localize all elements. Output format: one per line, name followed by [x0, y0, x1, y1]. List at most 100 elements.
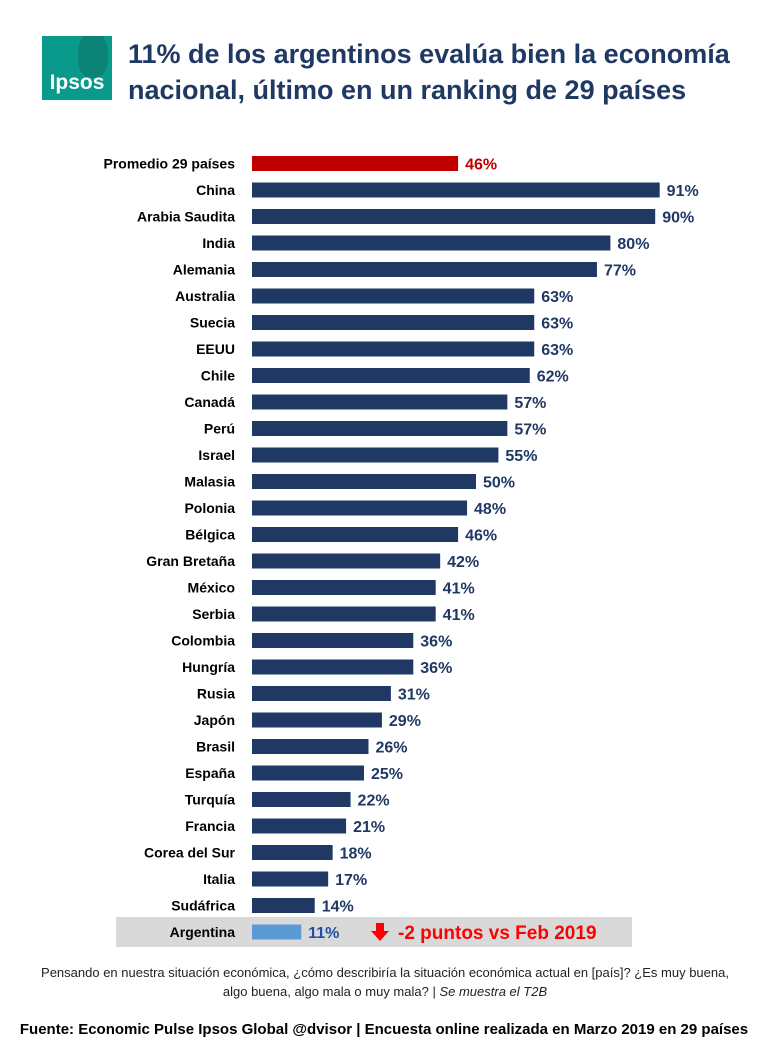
ipsos-logo: Ipsos: [42, 36, 112, 100]
category-label-corea-del-sur: Corea del Sur: [144, 845, 236, 861]
category-label-suecia: Suecia: [190, 315, 235, 331]
value-label-suecia: 63%: [541, 316, 573, 333]
value-label-promedio-29-paises: 46%: [465, 157, 497, 174]
category-label-arabia-saudita: Arabia Saudita: [137, 209, 235, 225]
bar-promedio-29-paises: [252, 156, 459, 171]
value-label-italia: 17%: [335, 872, 367, 889]
category-label-gran-bretana: Gran Bretaña: [146, 553, 235, 569]
bar-brasil: [252, 739, 369, 754]
category-label-israel: Israel: [198, 447, 235, 463]
bar-israel: [252, 447, 499, 463]
category-label-peru: Perú: [204, 421, 235, 437]
bar-polonia: [252, 500, 468, 516]
source-footer: Fuente: Economic Pulse Ipsos Global @dvi…: [19, 1021, 749, 1038]
bar-sudafrica: [252, 898, 315, 913]
bar-india: [252, 235, 611, 251]
value-label-turquia: 22%: [358, 793, 390, 810]
bar-mexico: [252, 580, 436, 595]
bar-italia: [252, 871, 329, 887]
chart-title: 11% de los argentinos evalúa bien la eco…: [128, 39, 730, 105]
survey-question-note: Pensando en nuestra situación económica,…: [40, 963, 730, 1001]
category-label-canada: Canadá: [184, 394, 235, 410]
category-label-serbia: Serbia: [192, 606, 235, 622]
value-label-belgica: 46%: [465, 528, 497, 545]
ranking-bar-chart: Promedio 29 países 46% China 91% Arabia Saud…: [103, 156, 699, 947]
category-label-turquia: Turquía: [185, 792, 236, 808]
value-label-sudafrica: 14%: [322, 899, 354, 916]
bar-japon: [252, 712, 382, 728]
value-label-arabia-saudita: 90%: [662, 210, 694, 227]
value-label-chile: 62%: [537, 369, 569, 386]
bar-suecia: [252, 315, 535, 330]
category-label-mexico: México: [188, 580, 235, 596]
bar-china: [252, 182, 660, 198]
value-label-canada: 57%: [514, 395, 546, 412]
value-label-japon: 29%: [389, 713, 421, 730]
survey-question-italic: Se muestra el T2B: [439, 984, 548, 999]
value-label-malasia: 50%: [483, 475, 515, 492]
category-label-belgica: Bélgica: [185, 527, 235, 543]
bar-francia: [252, 818, 347, 834]
value-label-argentina: 11%: [308, 925, 339, 942]
category-label-promedio-29-paises: Promedio 29 países: [103, 156, 235, 172]
category-label-argentina: Argentina: [170, 924, 236, 940]
bar-espana: [252, 765, 364, 781]
bar-chile: [252, 368, 530, 383]
logo-swoosh: [78, 36, 108, 78]
bar-rusia: [252, 686, 391, 701]
value-label-colombia: 36%: [420, 634, 452, 651]
category-label-malasia: Malasia: [184, 474, 235, 490]
value-label-mexico: 41%: [443, 581, 475, 598]
value-label-brasil: 26%: [375, 740, 407, 757]
category-label-italia: Italia: [203, 871, 235, 887]
bar-colombia: [252, 633, 414, 648]
category-label-chile: Chile: [201, 368, 235, 384]
value-label-gran-bretana: 42%: [447, 554, 479, 571]
category-label-india: India: [202, 235, 235, 251]
value-label-francia: 21%: [353, 819, 385, 836]
category-label-colombia: Colombia: [171, 633, 235, 649]
value-label-polonia: 48%: [474, 501, 506, 518]
category-label-sudafrica: Sudáfrica: [171, 898, 235, 914]
bar-corea-del-sur: [252, 845, 333, 860]
value-label-australia: 63%: [541, 289, 573, 306]
value-label-rusia: 31%: [398, 687, 430, 704]
value-label-eeuu: 63%: [541, 342, 573, 359]
bar-belgica: [252, 527, 459, 542]
value-label-corea-del-sur: 18%: [340, 846, 372, 863]
category-label-eeuu: EEUU: [196, 341, 235, 357]
category-label-brasil: Brasil: [196, 739, 235, 755]
bar-serbia: [252, 606, 436, 622]
bar-alemania: [252, 262, 597, 277]
value-label-india: 80%: [617, 236, 649, 253]
category-label-polonia: Polonia: [184, 500, 235, 516]
value-label-israel: 55%: [505, 448, 537, 465]
category-label-francia: Francia: [185, 818, 235, 834]
bar-arabia-saudita: [252, 209, 656, 224]
bar-turquia: [252, 792, 351, 807]
down-arrow-icon: [371, 923, 389, 941]
bar-argentina: [252, 924, 302, 940]
bar-gran-bretana: [252, 553, 441, 569]
category-label-japon: Japón: [194, 712, 235, 728]
value-label-china: 91%: [667, 183, 699, 200]
bar-hungria: [252, 659, 414, 675]
value-label-espana: 25%: [371, 766, 403, 783]
bar-peru: [252, 421, 508, 436]
change-annotation: -2 puntos vs Feb 2019: [398, 923, 597, 944]
category-label-rusia: Rusia: [197, 686, 235, 702]
bar-eeuu: [252, 341, 535, 357]
category-label-australia: Australia: [175, 288, 235, 304]
bar-canada: [252, 394, 508, 410]
category-label-china: China: [196, 182, 235, 198]
bar-australia: [252, 288, 535, 304]
category-label-alemania: Alemania: [173, 262, 235, 278]
logo-text: Ipsos: [49, 71, 105, 94]
category-label-hungria: Hungría: [182, 659, 235, 675]
bar-malasia: [252, 474, 476, 489]
survey-question-text: Pensando en nuestra situación económica,…: [41, 965, 729, 999]
category-label-espana: España: [185, 765, 235, 781]
value-label-peru: 57%: [514, 422, 546, 439]
value-label-serbia: 41%: [443, 607, 475, 624]
value-label-hungria: 36%: [420, 660, 452, 677]
